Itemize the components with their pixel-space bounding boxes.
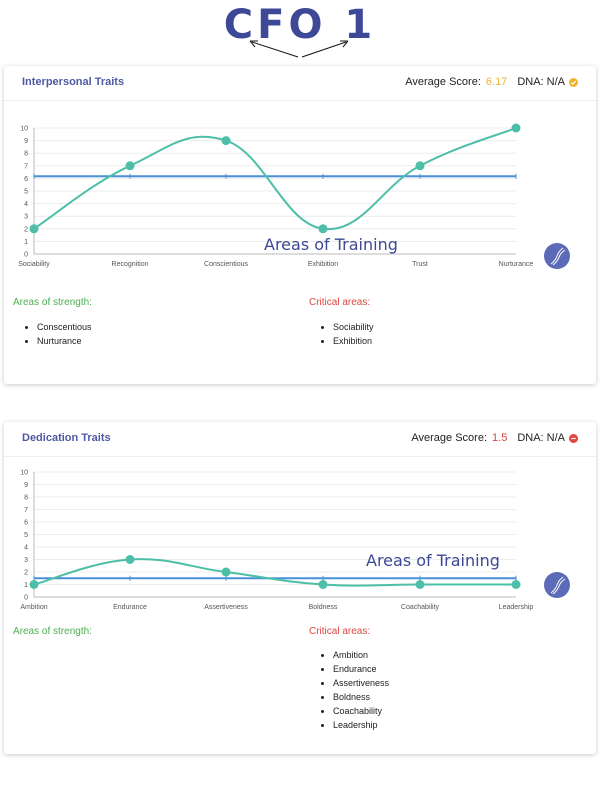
score-point [511,123,521,133]
critical-list-item: Coachability [333,704,389,718]
dedication-traits-card: Dedication Traits Average Score: 1.5 DNA… [4,422,596,754]
y-tick-label: 7 [24,507,28,514]
dna-label: DNA: N/A [517,432,565,444]
y-tick-label: 2 [24,570,28,577]
y-tick-label: 6 [24,520,28,527]
critical-list-item: Ambition [333,648,389,662]
y-tick-label: 3 [24,557,28,564]
dna-badge-icon [544,243,570,269]
x-tick-label: Boldness [309,604,338,611]
score-block: Average Score: 1.5 DNA: N/A [411,432,578,444]
y-tick-label: 4 [24,545,28,552]
score-point [415,161,425,171]
interpersonal-traits-card: Interpersonal Traits Average Score: 6.17… [4,66,596,384]
x-tick-label: Endurance [113,604,147,611]
critical-list-item: Endurance [333,662,389,676]
areas-of-training-label: Areas of Training [366,551,500,570]
y-tick-label: 9 [24,138,28,145]
y-tick-label: 3 [24,214,28,221]
score-point [221,567,231,577]
strength-list-item: Conscentious [37,320,92,334]
y-tick-label: 6 [24,176,28,183]
y-tick-label: 8 [24,495,28,502]
critical-list: AmbitionEnduranceAssertivenessBoldnessCo… [313,648,389,732]
interpersonal-chart: 0 1 2 3 4 5 6 7 8 9 10 Sociability Recognition Consci… [18,123,570,269]
x-tick-label: Leadership [499,604,534,611]
card-header: Interpersonal Traits Average Score: 6.17… [4,66,596,101]
score-point [318,224,328,234]
score-point [511,580,521,589]
dna-label: DNA: N/A [517,76,565,88]
page-title: CFO 1 [223,2,377,48]
dedication-chart: 0 1 2 3 4 5 6 7 8 9 10 Ambition Endurance Assertivene… [20,470,570,611]
dna-strand [550,247,564,265]
score-line [33,558,516,587]
score-point [29,224,39,234]
average-score-value: 6.17 [485,76,508,88]
score-point [125,555,135,564]
score-line [33,127,517,231]
critical-list: SociabilityExhibition [313,320,374,348]
y-tick-label: 4 [24,201,28,208]
x-tick-label: Trust [412,261,428,268]
score-point [125,161,135,171]
average-score-label: Average Score: [411,432,488,444]
minus-circle-icon [569,433,578,443]
strength-list: ConscentiousNurturance [17,320,92,348]
x-tick-label: Conscientious [204,261,248,268]
dna-strand [550,576,564,594]
dna-badge-icon [544,572,570,598]
card-title: Interpersonal Traits [22,76,125,88]
strength-list-item: Nurturance [37,334,92,348]
y-tick-label: 7 [24,163,28,170]
y-tick-label: 8 [24,151,28,158]
y-tick-label: 10 [20,470,28,477]
y-tick-label: 5 [24,189,28,196]
average-score-label: Average Score: [405,76,481,88]
score-block: Average Score: 6.17 DNA: N/A [405,76,578,88]
y-tick-label: 1 [24,239,28,246]
dna-strand [552,249,566,266]
x-tick-label: Ambition [20,604,47,611]
critical-heading: Critical areas: [309,297,371,308]
x-tick-label: Nurturance [499,261,534,268]
check-circle-icon [569,77,578,87]
y-tick-label: 0 [24,252,28,259]
y-tick-label: 0 [24,595,28,602]
critical-list-item: Exhibition [333,334,374,348]
critical-heading: Critical areas: [309,626,371,637]
strength-heading: Areas of strength: [13,626,92,637]
average-score-value: 1.5 [492,432,508,444]
y-tick-label: 5 [24,532,28,539]
x-tick-label: Recognition [112,261,149,268]
score-point [415,580,425,589]
critical-list-item: Assertiveness [333,676,389,690]
y-tick-label: 2 [24,226,28,233]
score-point [29,580,39,589]
critical-list-item: Sociability [333,320,374,334]
dna-strand [552,578,566,595]
areas-of-training-label: Areas of Training [264,235,398,254]
y-tick-label: 1 [24,582,28,589]
x-tick-label: Coachability [401,604,440,611]
y-tick-label: 10 [20,126,28,133]
score-point [221,136,231,146]
card-title: Dedication Traits [22,432,111,444]
x-tick-label: Sociability [18,261,50,268]
title-arrows [249,40,349,58]
card-header: Dedication Traits Average Score: 1.5 DNA… [4,422,596,457]
y-tick-label: 9 [24,482,28,489]
critical-list-item: Boldness [333,690,389,704]
x-tick-label: Exhibition [308,261,338,268]
strength-heading: Areas of strength: [13,297,92,308]
x-tick-label: Assertiveness [204,604,248,611]
score-point [318,580,328,589]
critical-list-item: Leadership [333,718,389,732]
